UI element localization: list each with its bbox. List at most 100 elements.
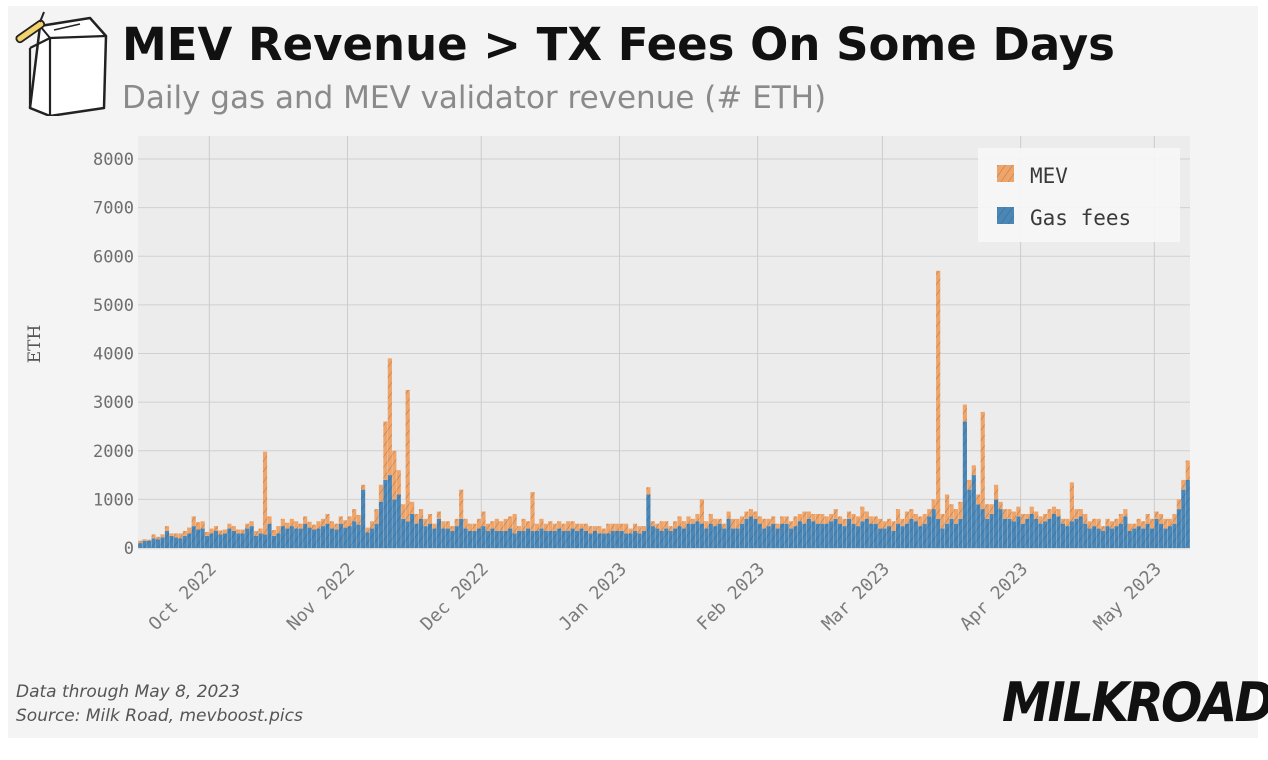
bar-hatch (869, 516, 874, 548)
bar-hatch (588, 526, 593, 548)
bar-hatch (1132, 523, 1137, 548)
bar-hatch (472, 523, 477, 548)
bar-hatch (414, 513, 419, 548)
bar-hatch (851, 513, 856, 548)
bar-hatch (913, 513, 918, 548)
bar-hatch (334, 523, 339, 548)
bar-hatch (962, 404, 967, 548)
data-through-note: Data through May 8, 2023 (16, 682, 241, 702)
bar-hatch (837, 516, 843, 548)
bar-hatch (927, 509, 932, 548)
bar-hatch (967, 479, 972, 548)
bar-hatch (958, 501, 963, 548)
bar-hatch (1123, 509, 1128, 548)
bar-hatch (610, 523, 615, 548)
y-tick-label: 8000 (93, 150, 134, 170)
bar-hatch (713, 518, 718, 548)
bar-hatch (320, 518, 326, 548)
bar-hatch (436, 511, 441, 548)
bar-hatch (427, 513, 433, 548)
bar-hatch (1118, 513, 1123, 548)
bar-hatch (485, 523, 491, 548)
bar-hatch (258, 528, 263, 548)
bar-hatch (820, 513, 825, 548)
bar-hatch (557, 521, 562, 548)
bar-hatch (735, 518, 740, 548)
bar-hatch (503, 518, 508, 548)
bar-hatch (646, 487, 651, 548)
bar-hatch (222, 529, 228, 548)
bar-hatch (468, 523, 473, 548)
bar-hatch (245, 523, 250, 548)
bar-hatch (423, 518, 428, 548)
bar-hatch (1158, 513, 1164, 548)
bar-hatch (254, 530, 259, 548)
bar-hatch (953, 509, 959, 548)
bar-hatch (632, 523, 638, 548)
bar-hatch (802, 511, 807, 548)
bar-hatch (998, 501, 1003, 548)
bar-hatch (1016, 506, 1021, 548)
bar-hatch (989, 504, 994, 548)
bar-hatch (788, 521, 794, 548)
bar-hatch (445, 521, 450, 548)
x-tick-label: May 2023 (1090, 559, 1166, 635)
bar-hatch (539, 518, 544, 548)
bar-hatch (592, 526, 597, 548)
bar-hatch (744, 511, 749, 548)
bar-hatch (1136, 518, 1141, 548)
bar-hatch (227, 523, 232, 548)
bar-hatch (392, 450, 397, 548)
bar-hatch (606, 523, 611, 548)
bar-hatch (271, 530, 277, 548)
bar-hatch (766, 518, 771, 548)
bar-hatch (681, 521, 687, 548)
bar-hatch (780, 516, 785, 548)
bar-hatch (508, 516, 513, 548)
bar-hatch (860, 506, 865, 548)
bar-hatch (240, 529, 245, 548)
bar-hatch (829, 513, 834, 548)
y-axis-label: ETH (25, 325, 45, 364)
y-tick-label: 2000 (93, 442, 134, 462)
bar-hatch (1100, 526, 1106, 548)
bar-hatch (454, 518, 459, 548)
bar-hatch (753, 511, 758, 548)
bar-hatch (343, 520, 348, 548)
bar-hatch (811, 513, 816, 548)
bar-hatch (298, 523, 303, 548)
bar-hatch (686, 516, 691, 548)
bar-hatch (147, 539, 152, 548)
bar-hatch (579, 523, 584, 548)
bar-hatch (971, 465, 976, 548)
bar-hatch (1127, 523, 1132, 548)
bar-hatch (396, 470, 401, 548)
y-tick-label: 7000 (93, 199, 134, 219)
bar-hatch (543, 523, 548, 548)
bar-hatch (726, 511, 731, 548)
bar-hatch (904, 511, 910, 548)
bar-hatch (641, 526, 647, 548)
bar-hatch (191, 516, 196, 548)
bar-hatch (1109, 521, 1115, 548)
bar-hatch (311, 524, 317, 548)
bar-hatch (1150, 518, 1155, 548)
bar-hatch (338, 516, 343, 548)
y-tick-label: 4000 (93, 345, 134, 365)
bar-hatch (775, 523, 780, 548)
bar-hatch (887, 518, 892, 548)
bar-hatch (369, 521, 375, 548)
bar-hatch (1114, 518, 1119, 548)
bar-hatch (164, 526, 170, 548)
bar-hatch (410, 501, 415, 548)
bar-hatch (762, 518, 767, 548)
bar-hatch (276, 526, 281, 548)
bar-hatch (895, 509, 901, 548)
bar-hatch (1011, 511, 1017, 548)
chart-title: MEV Revenue > TX Fees On Some Days (122, 18, 1115, 71)
bar-hatch (1038, 516, 1043, 548)
bar-hatch (1043, 513, 1048, 548)
bar-hatch (664, 521, 669, 548)
